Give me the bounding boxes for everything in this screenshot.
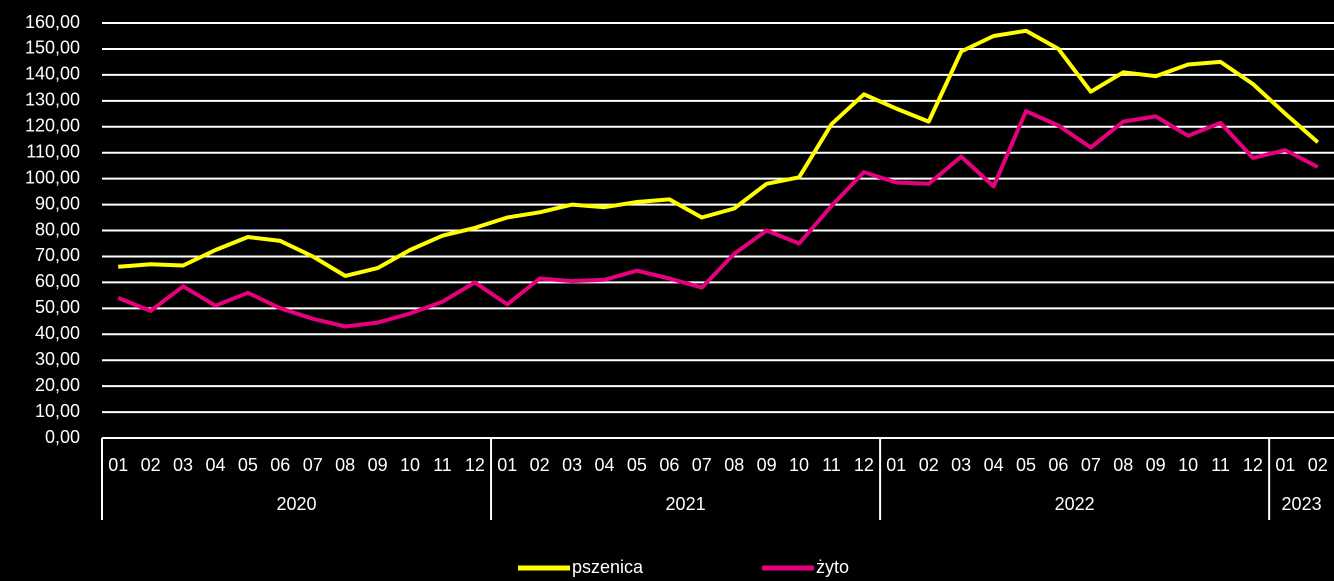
x-group-label: 2022 bbox=[1055, 494, 1095, 514]
x-tick-label: 07 bbox=[303, 455, 323, 475]
x-tick-label: 01 bbox=[108, 455, 128, 475]
x-tick-label: 09 bbox=[368, 455, 388, 475]
x-tick-label: 10 bbox=[789, 455, 809, 475]
x-tick-label: 07 bbox=[1081, 455, 1101, 475]
x-group-label: 2021 bbox=[666, 494, 706, 514]
x-tick-label: 11 bbox=[822, 455, 841, 475]
legend-label: pszenica bbox=[572, 557, 644, 577]
y-tick-label: 90,00 bbox=[35, 193, 80, 213]
series-line bbox=[118, 28, 1320, 278]
y-tick-label: 160,00 bbox=[25, 12, 80, 32]
x-tick-label: 12 bbox=[1243, 455, 1263, 475]
x-tick-label: 12 bbox=[465, 455, 485, 475]
y-tick-label: 100,00 bbox=[25, 167, 80, 187]
x-tick-label: 02 bbox=[530, 455, 550, 475]
x-tick-label: 10 bbox=[400, 455, 420, 475]
x-group-label: 2023 bbox=[1282, 494, 1322, 514]
x-tick-label: 08 bbox=[1113, 455, 1133, 475]
x-tick-label: 12 bbox=[854, 455, 874, 475]
y-tick-label: 20,00 bbox=[35, 375, 80, 395]
x-group-label: 2020 bbox=[277, 494, 317, 514]
x-tick-label: 10 bbox=[1178, 455, 1198, 475]
x-tick-label: 04 bbox=[595, 455, 615, 475]
y-tick-label: 150,00 bbox=[25, 38, 80, 58]
y-tick-label: 10,00 bbox=[35, 401, 80, 421]
legend-label: żyto bbox=[816, 557, 849, 577]
y-tick-label: 50,00 bbox=[35, 297, 80, 317]
x-tick-label: 05 bbox=[1016, 455, 1036, 475]
x-tick-label: 02 bbox=[141, 455, 161, 475]
x-tick-label: 05 bbox=[238, 455, 258, 475]
y-tick-label: 130,00 bbox=[25, 90, 80, 110]
x-tick-label: 03 bbox=[951, 455, 971, 475]
x-tick-label: 06 bbox=[1048, 455, 1068, 475]
y-tick-label: 30,00 bbox=[35, 349, 80, 369]
x-tick-label: 01 bbox=[497, 455, 517, 475]
x-tick-label: 07 bbox=[692, 455, 712, 475]
x-tick-label: 11 bbox=[433, 455, 452, 475]
x-tick-label: 04 bbox=[205, 455, 225, 475]
y-tick-label: 60,00 bbox=[35, 271, 80, 291]
x-tick-label: 06 bbox=[270, 455, 290, 475]
x-tick-label: 02 bbox=[919, 455, 939, 475]
y-tick-label: 80,00 bbox=[35, 219, 80, 239]
x-tick-label: 11 bbox=[1211, 455, 1230, 475]
x-tick-label: 01 bbox=[1275, 455, 1295, 475]
x-tick-label: 01 bbox=[886, 455, 906, 475]
x-tick-label: 03 bbox=[173, 455, 193, 475]
x-tick-label: 05 bbox=[627, 455, 647, 475]
y-tick-label: 110,00 bbox=[26, 141, 80, 161]
y-tick-label: 40,00 bbox=[35, 323, 80, 343]
y-tick-label: 120,00 bbox=[25, 116, 80, 136]
x-tick-label: 06 bbox=[659, 455, 679, 475]
x-tick-label: 08 bbox=[724, 455, 744, 475]
x-tick-label: 09 bbox=[757, 455, 777, 475]
x-tick-label: 04 bbox=[984, 455, 1004, 475]
series-line bbox=[117, 109, 1319, 329]
x-tick-label: 09 bbox=[1146, 455, 1166, 475]
y-tick-label: 0,00 bbox=[45, 427, 80, 447]
x-tick-label: 08 bbox=[335, 455, 355, 475]
x-tick-label: 02 bbox=[1308, 455, 1328, 475]
x-tick-label: 03 bbox=[562, 455, 582, 475]
y-tick-label: 70,00 bbox=[35, 245, 80, 265]
y-tick-label: 140,00 bbox=[25, 64, 80, 84]
